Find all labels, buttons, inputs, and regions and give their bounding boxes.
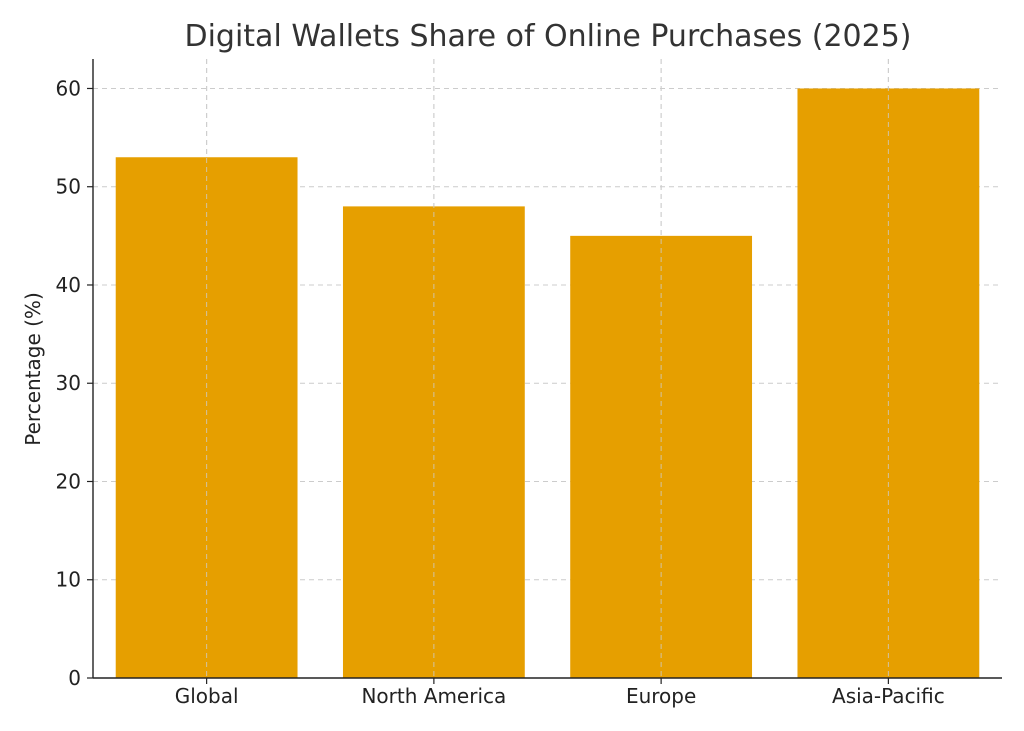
y-tick-label: 0 xyxy=(68,666,81,690)
y-tick-label: 40 xyxy=(56,273,81,297)
y-axis-label: Percentage (%) xyxy=(21,292,45,445)
x-tick-label: Global xyxy=(175,684,239,708)
y-tick-label: 10 xyxy=(56,568,81,592)
chart-title: Digital Wallets Share of Online Purchase… xyxy=(184,19,911,54)
y-axis-ticks: 0 10 20 30 40 50 60 xyxy=(56,76,93,690)
axes xyxy=(92,59,1002,679)
y-tick-label: 30 xyxy=(56,371,81,395)
x-axis-ticks: Global North America Europe Asia-Pacific xyxy=(175,678,945,708)
y-tick-label: 60 xyxy=(56,76,81,100)
bars xyxy=(115,59,980,678)
x-tick-label: Europe xyxy=(626,684,696,708)
y-tick-label: 50 xyxy=(56,175,81,199)
x-tick-label: North America xyxy=(361,684,506,708)
x-tick-label: Asia-Pacific xyxy=(832,684,945,708)
y-tick-label: 20 xyxy=(56,469,81,493)
